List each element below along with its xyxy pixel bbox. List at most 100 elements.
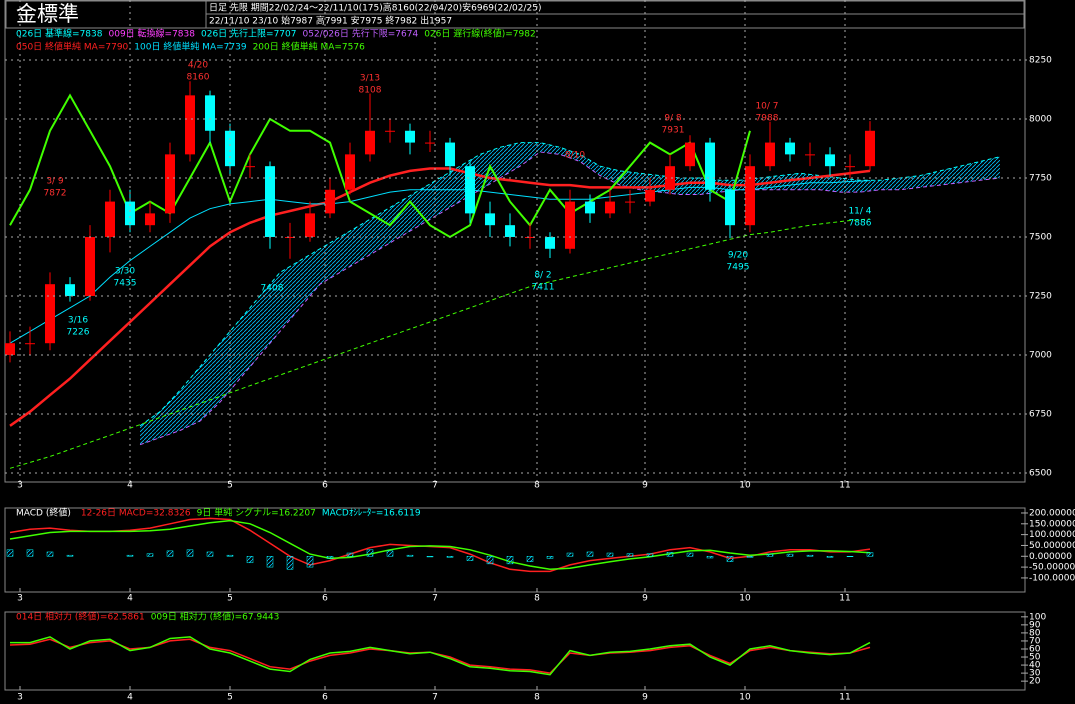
oscillator-bar (226, 554, 234, 557)
indicator-line (9, 519, 871, 571)
y-tick-label: 70 (1029, 636, 1041, 646)
x-tick-label: 8 (534, 481, 540, 491)
annotation-date: 3/ 9 (46, 177, 64, 187)
y-tick-label: 90 (1029, 620, 1041, 630)
y-tick-label: -50.000000 (1029, 563, 1075, 573)
oscillator-bar (646, 553, 654, 557)
moving-average (9, 218, 871, 469)
x-tick-label: 4 (127, 594, 133, 604)
x-tick-label: 9 (642, 481, 648, 491)
panel-title: MACD (終値) (16, 507, 71, 519)
candle-body (445, 142, 455, 167)
y-tick-label: 7750 (1029, 173, 1052, 183)
y-tick-label: 40 (1029, 661, 1041, 671)
x-tick-label: 10 (739, 594, 751, 604)
annotation-price: 7408 (261, 284, 284, 294)
candle-body (625, 201, 635, 203)
oscillator-bar (606, 552, 614, 557)
x-tick-label: 10 (739, 693, 751, 703)
cloud-upper (139, 142, 1001, 427)
candle-body (185, 95, 195, 155)
oscillator-bar (626, 553, 634, 557)
y-tick-label: 60 (1029, 644, 1041, 654)
legend-entry: 12-26日 MACD=32.8326 (81, 508, 191, 519)
candle-body (505, 225, 515, 237)
y-tick-label: 100 (1029, 612, 1046, 622)
oscillator-bar (206, 551, 214, 557)
oscillator-bar (686, 552, 694, 557)
oscillator-bar (446, 556, 454, 558)
oscillator-bar (46, 551, 54, 557)
candle-body (865, 130, 875, 167)
candle-body (365, 130, 375, 155)
annotation-price: 7886 (849, 219, 872, 229)
oscillator-bar (346, 552, 354, 557)
x-tick-label: 5 (227, 481, 233, 491)
x-tick-label: 11 (839, 481, 850, 491)
x-tick-label: 7 (432, 594, 438, 604)
legend-entry: 026日 先行上限=7707 (201, 28, 297, 40)
last-bar: 22/11/10 23/10 始7987 高7991 安7975 終7982 出… (209, 15, 452, 27)
candle-body (785, 142, 795, 155)
oscillator-bar (166, 550, 174, 557)
oscillator-bar (426, 556, 434, 558)
oscillator-bar (306, 556, 314, 568)
rsi-panel-frame (4, 611, 1026, 691)
legend-entry: 052/026日 先行下限=7674 (303, 28, 419, 40)
x-tick-label: 3 (17, 693, 23, 703)
x-tick-label: 11 (839, 693, 850, 703)
candle-body (585, 201, 595, 214)
y-tick-label: 50 (1029, 653, 1041, 663)
oscillator-bar (526, 556, 534, 562)
candle-body (605, 201, 615, 214)
legend-entry: MACDｵｼﾚｰﾀｰ=16.6119 (322, 508, 421, 519)
candle-body (25, 343, 35, 345)
legend-entry: 9日 単純 シグナル=16.2207 (197, 507, 316, 519)
moving-average (9, 167, 871, 427)
candle-body (745, 166, 755, 226)
y-tick-label: 7000 (1029, 351, 1052, 361)
oscillator-bar (666, 552, 674, 557)
x-tick-label: 5 (227, 693, 233, 703)
candle-body (645, 189, 655, 202)
indicator-line (10, 636, 871, 676)
candle-body (705, 142, 715, 190)
candle-body (325, 189, 335, 214)
price-panel-frame (4, 0, 1026, 483)
y-tick-label: 8250 (1029, 55, 1052, 65)
y-tick-label: 6750 (1029, 410, 1052, 420)
candle-body (565, 201, 575, 249)
legend-entry: 200日 終値単純 MA=7576 (253, 41, 366, 53)
annotation-date: 8/ 2 (534, 271, 551, 281)
annotation-price: 8108 (359, 86, 382, 96)
oscillator-bar (366, 549, 374, 557)
oscillator-bar (246, 556, 254, 564)
oscillator-bar (506, 556, 514, 565)
oscillator-bar (6, 549, 14, 557)
x-tick-label: 8 (534, 693, 540, 703)
candle-body (545, 236, 555, 249)
oscillator-bar (766, 553, 774, 557)
x-tick-label: 3 (17, 594, 23, 604)
annotation-price: 7411 (532, 283, 555, 293)
annotation-date: 8/10 (565, 151, 585, 161)
x-tick-label: 4 (127, 481, 133, 491)
candle-body (165, 154, 175, 214)
y-tick-label: 200.000000 (1029, 508, 1075, 518)
x-tick-label: 7 (432, 481, 438, 491)
candle-body (65, 284, 75, 296)
candle-body (485, 213, 495, 226)
y-tick-label: 7500 (1029, 232, 1052, 242)
legend-entry: 014日 相対力 (終値)=62.5861 (16, 611, 145, 623)
legend-entry: 026日 基準線=7838 (16, 28, 103, 40)
oscillator-bar (266, 556, 274, 568)
x-tick-label: 4 (127, 693, 133, 703)
candle-body (525, 236, 535, 238)
annotation-date: 3/16 (68, 316, 88, 326)
annotation-date: 4/20 (188, 61, 208, 71)
y-tick-label: 7250 (1029, 291, 1052, 301)
oscillator-bar (406, 554, 414, 557)
